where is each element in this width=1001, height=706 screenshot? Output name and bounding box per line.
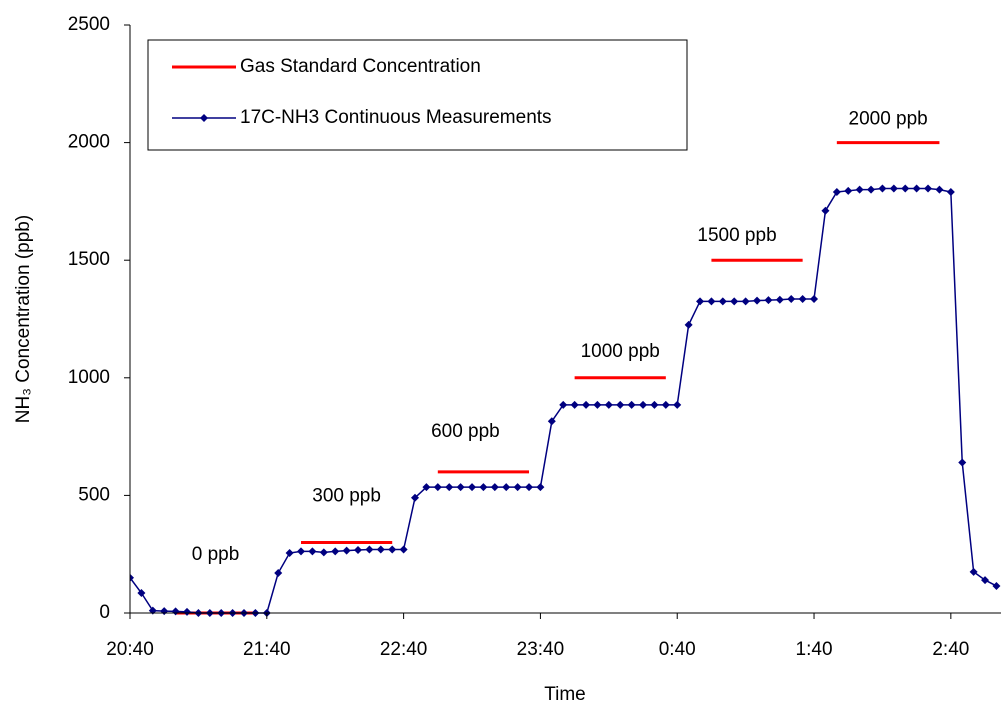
standard-label: 0 ppb — [192, 544, 240, 565]
data-point — [502, 483, 511, 492]
plot-area — [130, 141, 1001, 617]
data-point — [753, 296, 762, 305]
data-point — [684, 320, 693, 329]
data-point — [696, 297, 705, 306]
data-point — [559, 400, 568, 409]
data-point — [707, 297, 716, 306]
y-tick-label: 500 — [78, 484, 110, 505]
data-point — [130, 573, 134, 582]
data-point — [775, 295, 784, 304]
legend-label: 17C-NH3 Continuous Measurements — [240, 107, 552, 128]
data-point — [331, 547, 340, 556]
data-point — [285, 549, 294, 558]
data-point — [297, 547, 306, 556]
standard-label: 2000 ppb — [849, 109, 928, 130]
data-point — [981, 576, 990, 585]
standard-label: 1500 ppb — [697, 225, 776, 246]
x-tick-label: 1:40 — [796, 639, 833, 660]
data-point — [490, 483, 499, 492]
data-point — [810, 295, 819, 304]
y-tick-label: 0 — [99, 602, 110, 623]
data-point — [946, 187, 955, 196]
data-point — [479, 483, 488, 492]
data-point — [274, 569, 283, 578]
standard-label: 300 ppb — [312, 485, 381, 506]
data-point — [183, 607, 192, 616]
x-tick-label: 0:40 — [659, 639, 696, 660]
data-point — [593, 400, 602, 409]
data-point — [319, 548, 328, 557]
standard-label: 1000 ppb — [581, 341, 660, 362]
x-tick-label: 2:40 — [932, 639, 969, 660]
data-point — [582, 400, 591, 409]
data-point — [354, 545, 363, 554]
data-point — [604, 400, 613, 409]
data-point — [376, 545, 385, 554]
data-point — [399, 545, 408, 554]
data-point — [365, 545, 374, 554]
data-point — [433, 483, 442, 492]
data-point — [673, 400, 682, 409]
legend: Gas Standard Concentration 17C-NH3 Contin… — [147, 39, 688, 151]
legend-box — [147, 39, 688, 151]
data-point — [935, 185, 944, 194]
series-line — [130, 187, 997, 614]
x-tick-label: 20:40 — [106, 639, 154, 660]
legend-marker — [200, 114, 208, 122]
data-point — [867, 185, 876, 194]
data-point — [388, 545, 397, 554]
y-axis-title: NH₃ Concentration (ppb) — [13, 215, 34, 423]
data-point — [969, 567, 978, 576]
data-point — [456, 483, 465, 492]
data-point — [627, 400, 636, 409]
data-point — [798, 295, 807, 304]
data-point — [889, 184, 898, 193]
x-axis-title: Time — [544, 684, 586, 705]
data-point — [160, 607, 169, 616]
data-point — [912, 184, 921, 193]
data-point — [901, 184, 910, 193]
data-point — [787, 295, 796, 304]
data-point — [730, 297, 739, 306]
data-point — [764, 296, 773, 305]
data-point — [661, 400, 670, 409]
x-tick-label: 22:40 — [380, 639, 428, 660]
data-point — [844, 186, 853, 195]
data-point — [924, 184, 933, 193]
data-point — [992, 581, 1001, 590]
data-point — [422, 483, 431, 492]
data-point — [308, 547, 317, 556]
data-point — [445, 483, 454, 492]
x-tick-label: 21:40 — [243, 639, 291, 660]
data-point — [650, 400, 659, 409]
data-point — [137, 589, 146, 598]
data-point — [547, 417, 556, 426]
y-tick-label: 1000 — [68, 367, 110, 388]
y-tick-label: 1500 — [68, 249, 110, 270]
data-point — [342, 546, 351, 555]
data-point — [958, 458, 967, 467]
data-point — [741, 297, 750, 306]
data-point — [525, 483, 534, 492]
data-point — [639, 400, 648, 409]
standard-label: 600 ppb — [431, 421, 500, 442]
legend-label: Gas Standard Concentration — [240, 56, 481, 77]
data-point — [855, 185, 864, 194]
data-point — [878, 184, 887, 193]
data-point — [570, 400, 579, 409]
data-point — [468, 483, 477, 492]
x-tick-label: 23:40 — [517, 639, 565, 660]
y-tick-label: 2500 — [68, 14, 110, 35]
data-point — [821, 206, 830, 215]
data-point — [832, 187, 841, 196]
data-point — [513, 483, 522, 492]
data-point — [616, 400, 625, 409]
data-point — [536, 483, 545, 492]
data-point — [718, 297, 727, 306]
data-point — [411, 493, 420, 502]
y-tick-label: 2000 — [68, 132, 110, 153]
